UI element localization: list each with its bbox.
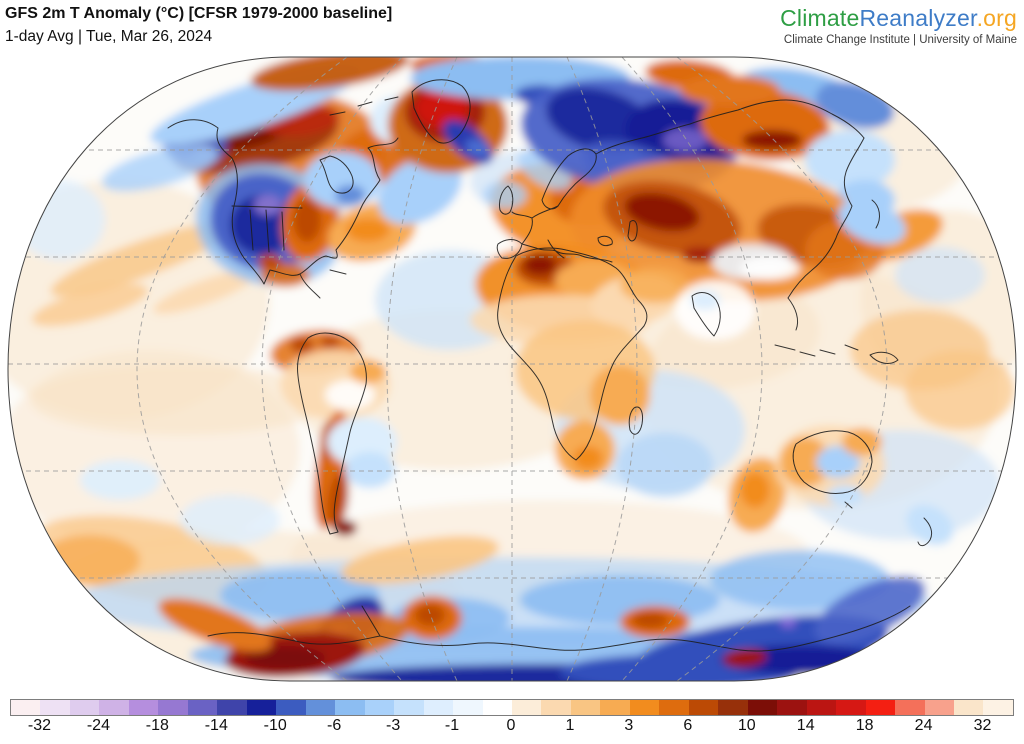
colorbar-tick-label: 6: [683, 717, 693, 734]
brand-climate: Climate: [780, 5, 860, 31]
colorbar-segment: [924, 700, 954, 715]
brand-logo[interactable]: ClimateReanalyzer.org Climate Change Ins…: [780, 5, 1017, 46]
coastlines: [167, 79, 933, 652]
colorbar-segment: [11, 700, 41, 715]
colorbar: [10, 699, 1014, 716]
brand-reanalyzer: Reanalyzer: [859, 5, 977, 31]
colorbar-tick-label: 1: [565, 717, 575, 734]
colorbar-tick-label: 18: [855, 717, 874, 734]
colorbar-segments: [11, 700, 1013, 715]
colorbar-tick-label: 3: [624, 717, 634, 734]
brand-org: .org: [976, 5, 1017, 31]
colorbar-segment: [305, 700, 336, 715]
colorbar-segment: [983, 700, 1013, 715]
colorbar-tick-label: -10: [263, 717, 287, 734]
colorbar-tick-label: -24: [86, 717, 110, 734]
colorbar-segment: [659, 700, 689, 715]
colorbar-segment: [688, 700, 719, 715]
page-title: GFS 2m T Anomaly (°C) [CFSR 1979-2000 ba…: [5, 5, 393, 22]
anomaly-field: [8, 57, 1016, 681]
colorbar-segment: [335, 700, 365, 715]
map-outline: [7, 56, 1017, 682]
colorbar-tick-label: -14: [204, 717, 228, 734]
colorbar-tick-label: -32: [27, 717, 52, 734]
colorbar-segment: [954, 700, 984, 715]
colorbar-segment: [777, 700, 807, 715]
colorbar-segment: [865, 700, 896, 715]
page-subtitle: 1-day Avg | Tue, Mar 26, 2024: [5, 27, 213, 45]
colorbar-segment: [629, 700, 660, 715]
colorbar-tick-label: 10: [737, 717, 756, 734]
colorbar-tick-label: -3: [385, 717, 401, 734]
colorbar-segment: [276, 700, 306, 715]
colorbar-segment: [99, 700, 129, 715]
colorbar-segment: [453, 700, 483, 715]
colorbar-ticks: -32 -24 -18 -14 -10 -6 -3 -1 0 1 3 6 10 14 18 24 32: [10, 717, 1012, 737]
colorbar-segment: [747, 700, 778, 715]
colorbar-tick-label: 24: [914, 717, 933, 734]
colorbar-tick-label: 0: [506, 717, 516, 734]
colorbar-tick-label: -6: [327, 717, 342, 734]
header: GFS 2m T Anomaly (°C) [CFSR 1979-2000 ba…: [5, 3, 392, 47]
graticule: [8, 57, 1016, 681]
colorbar-segment: [158, 700, 188, 715]
colorbar-segment: [895, 700, 925, 715]
colorbar-segment: [187, 700, 218, 715]
colorbar-tick-label: 32: [973, 717, 992, 734]
brand-tagline: Climate Change Institute | University of…: [783, 34, 1017, 46]
colorbar-tick-label: -18: [145, 717, 169, 734]
colorbar-segment: [40, 700, 70, 715]
colorbar-segment: [600, 700, 630, 715]
colorbar-segment: [423, 700, 454, 715]
colorbar-segment: [128, 700, 159, 715]
colorbar-tick-label: -1: [444, 717, 460, 734]
colorbar-segment: [246, 700, 277, 715]
colorbar-tick-label: 14: [796, 717, 815, 734]
colorbar-segment: [394, 700, 424, 715]
colorbar-segment: [217, 700, 247, 715]
colorbar-segment: [511, 700, 542, 715]
colorbar-segment: [69, 700, 100, 715]
brand-wordmark: ClimateReanalyzer.org: [780, 5, 1017, 32]
colorbar-segment: [570, 700, 601, 715]
colorbar-segment: [806, 700, 837, 715]
colorbar-segment: [836, 700, 866, 715]
colorbar-segment: [718, 700, 748, 715]
colorbar-segment: [364, 700, 395, 715]
colorbar-segment: [541, 700, 571, 715]
colorbar-segment: [482, 700, 512, 715]
